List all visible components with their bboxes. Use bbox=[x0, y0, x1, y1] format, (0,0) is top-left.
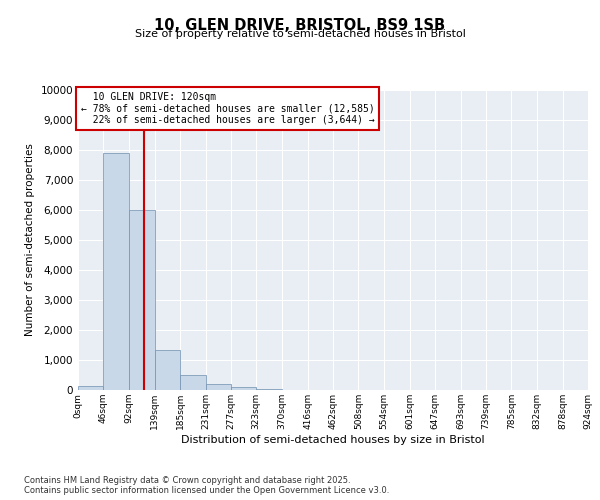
Text: Size of property relative to semi-detached houses in Bristol: Size of property relative to semi-detach… bbox=[134, 29, 466, 39]
X-axis label: Distribution of semi-detached houses by size in Bristol: Distribution of semi-detached houses by … bbox=[181, 434, 485, 444]
Bar bbox=[129, 210, 155, 390]
Bar bbox=[205, 384, 231, 390]
Text: Contains HM Land Registry data © Crown copyright and database right 2025.
Contai: Contains HM Land Registry data © Crown c… bbox=[24, 476, 389, 495]
Bar bbox=[180, 375, 206, 390]
Bar bbox=[103, 153, 129, 390]
Bar bbox=[78, 386, 103, 390]
Y-axis label: Number of semi-detached properties: Number of semi-detached properties bbox=[25, 144, 35, 336]
Text: 10, GLEN DRIVE, BRISTOL, BS9 1SB: 10, GLEN DRIVE, BRISTOL, BS9 1SB bbox=[154, 18, 446, 32]
Bar bbox=[155, 350, 180, 390]
Bar bbox=[231, 387, 256, 390]
Bar bbox=[256, 389, 282, 390]
Text: 10 GLEN DRIVE: 120sqm
← 78% of semi-detached houses are smaller (12,585)
  22% o: 10 GLEN DRIVE: 120sqm ← 78% of semi-deta… bbox=[80, 92, 374, 124]
